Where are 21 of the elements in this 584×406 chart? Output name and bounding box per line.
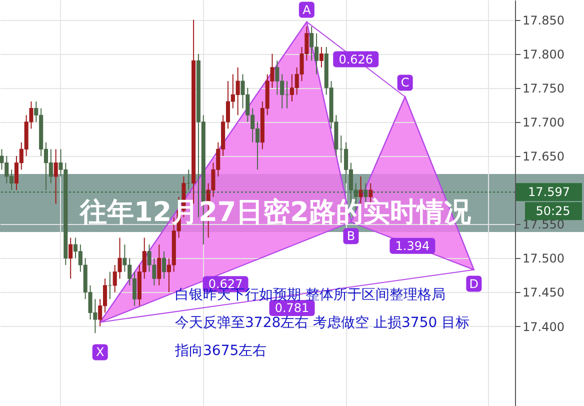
annotation: 今天反弹至3728左右 考虑做空 止损3750 目标: [175, 314, 470, 332]
y-tick-label: 17.450: [522, 286, 564, 300]
annotation: 1.394: [395, 238, 430, 253]
y-tick-label: 17.750: [522, 81, 564, 96]
annotation: C: [400, 76, 410, 90]
ref-line-label: 17.597: [528, 185, 570, 200]
y-tick-label: 17.700: [522, 115, 564, 130]
y-tick-label: 17.800: [522, 47, 564, 62]
annotation: X: [96, 345, 104, 360]
annotation: 0.781: [274, 300, 310, 315]
y-tick-label: 17.400: [522, 320, 564, 334]
annotation: B: [346, 229, 356, 244]
y-tick-label: 17.650: [522, 149, 564, 164]
annotation: A: [302, 2, 312, 17]
y-tick-label: 17.550: [522, 218, 564, 232]
y-tick-label: 17.850: [522, 13, 564, 28]
y-tick-label: 17.500: [522, 252, 564, 266]
annotation: D: [469, 276, 479, 291]
annotation: 0.626: [338, 52, 374, 66]
annotation: 指向3675左右: [175, 342, 267, 360]
text: 50:25: [536, 204, 570, 218]
